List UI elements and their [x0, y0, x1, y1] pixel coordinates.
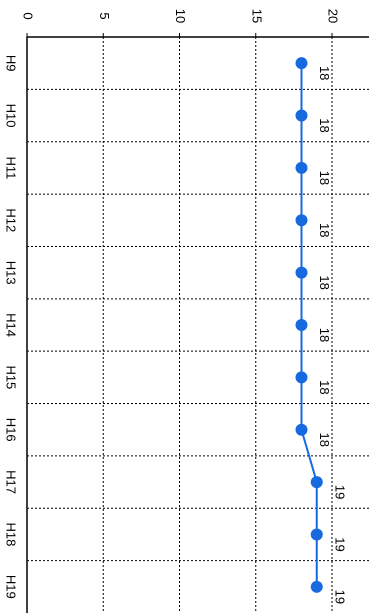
x-tick-label: H17 — [4, 470, 19, 494]
data-label: 19 — [332, 537, 347, 551]
y-tick-label: 5 — [97, 12, 112, 19]
data-point — [310, 580, 323, 593]
x-tick-label: H18 — [4, 523, 19, 547]
y-tick-label: 20 — [326, 9, 341, 23]
x-tick-label: H14 — [4, 313, 19, 337]
data-label: 18 — [317, 118, 332, 132]
data-label: 18 — [317, 275, 332, 289]
x-tick-label: H13 — [4, 261, 19, 285]
x-tick-label: H15 — [4, 365, 19, 389]
y-tick-label: 15 — [249, 9, 264, 23]
data-point — [295, 57, 308, 70]
data-point — [295, 423, 308, 436]
data-label: 18 — [317, 432, 332, 446]
data-label: 19 — [332, 485, 347, 499]
y-tick-label: 0 — [21, 12, 36, 19]
x-tick-label: H12 — [4, 208, 19, 232]
data-point — [295, 161, 308, 174]
data-point — [295, 319, 308, 331]
y-tick-label: 10 — [173, 9, 188, 23]
x-tick-label: H16 — [4, 418, 19, 442]
data-point — [295, 266, 308, 279]
data-label: 18 — [317, 66, 332, 80]
data-label: 18 — [317, 223, 332, 237]
x-tick-label: H9 — [4, 55, 19, 72]
x-tick-label: H11 — [4, 156, 19, 179]
x-tick-label: H10 — [4, 104, 19, 128]
x-tick-label: H19 — [4, 575, 19, 599]
data-point — [295, 214, 308, 227]
data-label: 19 — [332, 590, 347, 604]
data-point — [310, 528, 323, 541]
data-label: 18 — [317, 171, 332, 185]
data-point — [295, 371, 308, 384]
data-point — [310, 476, 323, 489]
data-point — [295, 109, 308, 122]
data-label: 18 — [317, 328, 332, 342]
data-label: 18 — [317, 380, 332, 394]
